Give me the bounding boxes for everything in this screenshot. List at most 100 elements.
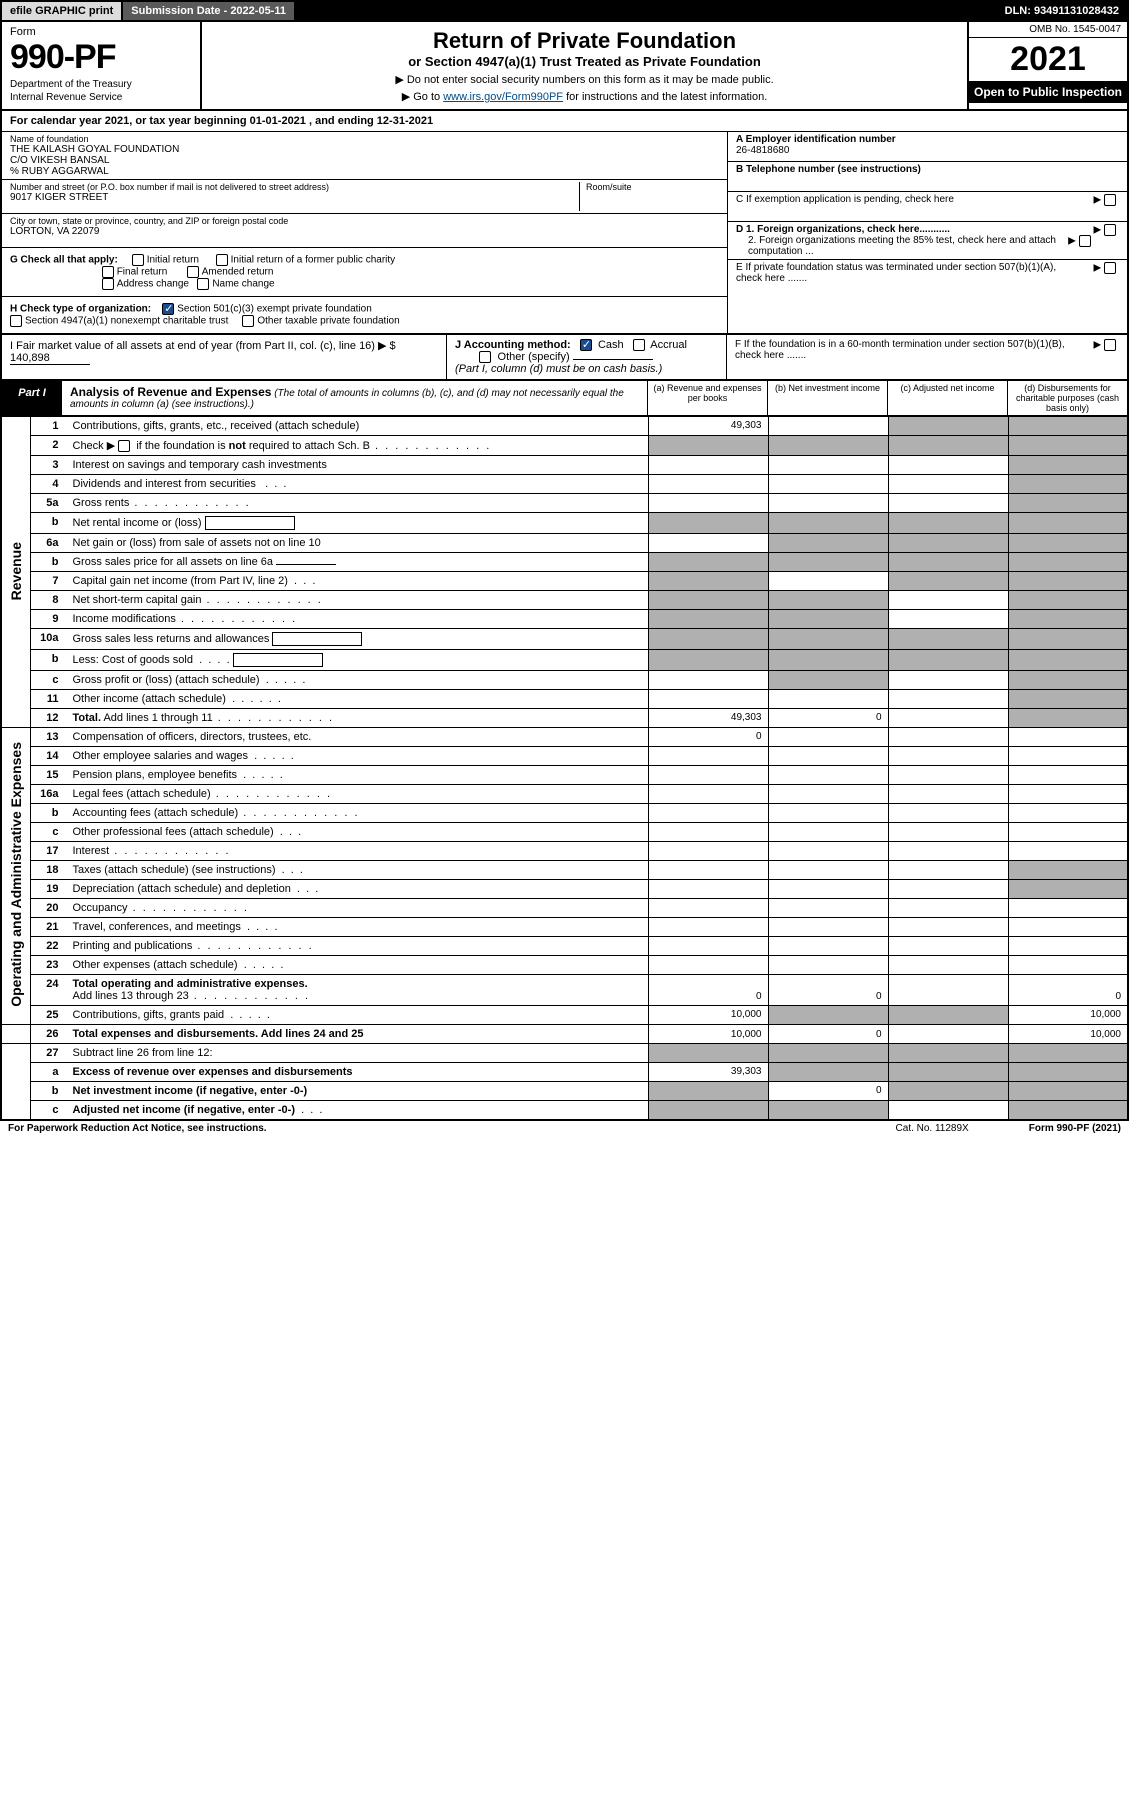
row-2: 2Check ▶ if the foundation is not requir… (1, 436, 1128, 456)
instr-pre: ▶ Go to (402, 91, 443, 103)
row-8: 8Net short-term capital gain (1, 591, 1128, 610)
section-c: C If exemption application is pending, c… (728, 192, 1127, 222)
line-desc: Printing and publications (67, 937, 649, 956)
checkbox-initial-former[interactable] (216, 254, 228, 266)
section-j: J Accounting method: Cash Accrual Other … (447, 335, 727, 379)
line-desc: Net gain or (loss) from sale of assets n… (67, 534, 649, 553)
checkbox-initial-return[interactable] (132, 254, 144, 266)
part1-header: Part I Analysis of Revenue and Expenses … (0, 381, 1129, 417)
opt-4947: Section 4947(a)(1) nonexempt charitable … (25, 316, 228, 327)
line-desc: Legal fees (attach schedule) (67, 785, 649, 804)
instr-link-line: ▶ Go to www.irs.gov/Form990PF for instru… (212, 90, 957, 103)
line-num: 26 (31, 1025, 67, 1044)
form-number: 990-PF (10, 38, 192, 77)
telephone-block: B Telephone number (see instructions) (728, 162, 1127, 192)
checkbox-amended[interactable] (187, 266, 199, 278)
row-26: 26Total expenses and disbursements. Add … (1, 1025, 1128, 1044)
ein-value: 26-4818680 (736, 145, 789, 156)
cell-a: 49,303 (648, 709, 768, 728)
cell-a: 0 (648, 728, 768, 747)
checkbox-4947[interactable] (10, 315, 22, 327)
header-left: Form 990-PF Department of the Treasury I… (2, 22, 202, 109)
instr-post: for instructions and the latest informat… (563, 91, 767, 103)
checkbox-d2[interactable] (1079, 235, 1091, 247)
line-num: 1 (31, 417, 67, 436)
line-num: 3 (31, 456, 67, 475)
section-i: I Fair market value of all assets at end… (2, 335, 447, 379)
line-num: 21 (31, 918, 67, 937)
irs-link[interactable]: www.irs.gov/Form990PF (443, 91, 563, 103)
line-num: 4 (31, 475, 67, 494)
line-num: 25 (31, 1006, 67, 1025)
checkbox-sch-b[interactable] (118, 440, 130, 452)
line-desc: Pension plans, employee benefits . . . .… (67, 766, 649, 785)
line-desc: Check ▶ if the foundation is not require… (67, 436, 649, 456)
ein-block: A Employer identification number 26-4818… (728, 132, 1127, 162)
line-desc: Other employee salaries and wages . . . … (67, 747, 649, 766)
h-label: H Check type of organization: (10, 304, 151, 315)
line-num: b (31, 650, 67, 671)
line-num: 16a (31, 785, 67, 804)
cell-b (768, 417, 888, 436)
row-3: 3Interest on savings and temporary cash … (1, 456, 1128, 475)
d1-label: D 1. Foreign organizations, check here..… (736, 224, 950, 235)
checkbox-e[interactable] (1104, 262, 1116, 274)
header-right: OMB No. 1545-0047 2021 Open to Public In… (967, 22, 1127, 109)
section-ijf: I Fair market value of all assets at end… (0, 335, 1129, 381)
checkbox-address-change[interactable] (102, 278, 114, 290)
row-11: 11Other income (attach schedule) . . . .… (1, 690, 1128, 709)
section-e: E If private foundation status was termi… (728, 260, 1127, 290)
line-num: 27 (31, 1044, 67, 1063)
cell-a: 39,303 (648, 1063, 768, 1082)
checkbox-accrual[interactable] (633, 339, 645, 351)
j-cash: Cash (598, 339, 624, 351)
line-desc: Subtract line 26 from line 12: (67, 1044, 649, 1063)
i-value: 140,898 (10, 352, 90, 365)
opt-name-change: Name change (212, 279, 274, 290)
row-16a: 16aLegal fees (attach schedule) (1, 785, 1128, 804)
opt-amended: Amended return (202, 267, 274, 278)
checkbox-other-taxable[interactable] (242, 315, 254, 327)
row-25: 25Contributions, gifts, grants paid . . … (1, 1006, 1128, 1025)
row-10c: cGross profit or (loss) (attach schedule… (1, 671, 1128, 690)
address-label: Number and street (or P.O. box number if… (10, 182, 579, 192)
line-num: b (31, 804, 67, 823)
section-h: H Check type of organization: Section 50… (2, 297, 727, 333)
line-num: 18 (31, 861, 67, 880)
checkbox-final-return[interactable] (102, 266, 114, 278)
checkbox-f[interactable] (1104, 339, 1116, 351)
line-desc: Income modifications (67, 610, 649, 629)
section-d: D 1. Foreign organizations, check here..… (728, 222, 1127, 260)
row-1: Revenue 1Contributions, gifts, grants, e… (1, 417, 1128, 436)
cell-d: 10,000 (1008, 1006, 1128, 1025)
line-desc: Net short-term capital gain (67, 591, 649, 610)
line-desc: Other professional fees (attach schedule… (67, 823, 649, 842)
cell-a: 0 (648, 975, 768, 1006)
row-16c: cOther professional fees (attach schedul… (1, 823, 1128, 842)
cell-b: 0 (768, 975, 888, 1006)
line-desc: Other income (attach schedule) . . . . .… (67, 690, 649, 709)
opt-initial-return: Initial return (147, 255, 199, 266)
city-block: City or town, state or province, country… (2, 214, 727, 248)
line-num: 6a (31, 534, 67, 553)
cell-d: 0 (1008, 975, 1128, 1006)
line-desc: Dividends and interest from securities .… (67, 475, 649, 494)
efile-print-button[interactable]: efile GRAPHIC print (2, 2, 123, 20)
checkbox-other-method[interactable] (479, 351, 491, 363)
line-desc: Capital gain net income (from Part IV, l… (67, 572, 649, 591)
checkbox-c[interactable] (1104, 194, 1116, 206)
row-24: 24Total operating and administrative exp… (1, 975, 1128, 1006)
checkbox-501c3[interactable] (162, 303, 174, 315)
checkbox-name-change[interactable] (197, 278, 209, 290)
row-27c: cAdjusted net income (if negative, enter… (1, 1101, 1128, 1121)
i-label: I Fair market value of all assets at end… (10, 340, 375, 352)
j-accrual: Accrual (650, 339, 687, 351)
checkbox-cash[interactable] (580, 339, 592, 351)
checkbox-d1[interactable] (1104, 224, 1116, 236)
name-label: Name of foundation (10, 134, 719, 144)
header-middle: Return of Private Foundation or Section … (202, 22, 967, 109)
line-desc: Taxes (attach schedule) (see instruction… (67, 861, 649, 880)
line-num: 7 (31, 572, 67, 591)
address-block: Number and street (or P.O. box number if… (2, 180, 727, 214)
expenses-vlabel: Operating and Administrative Expenses (1, 728, 31, 1025)
